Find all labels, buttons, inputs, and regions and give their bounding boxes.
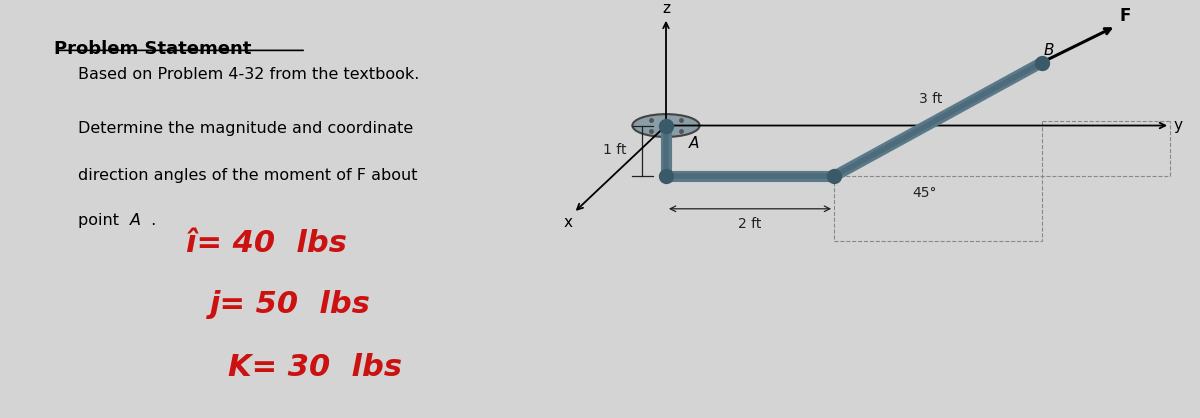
Text: î= 40  lbs: î= 40 lbs [186,229,347,258]
Text: F: F [1120,7,1130,25]
Text: K= 30  lbs: K= 30 lbs [228,353,402,382]
Text: A: A [130,213,140,228]
Text: .: . [146,213,157,228]
Text: A: A [689,136,700,150]
Text: point: point [78,213,124,228]
Text: y: y [1174,118,1183,133]
Text: direction angles of the moment of F about: direction angles of the moment of F abou… [78,168,418,183]
Text: z: z [662,1,670,16]
Circle shape [632,114,700,137]
Text: Determine the magnitude and coordinate: Determine the magnitude and coordinate [78,122,413,136]
Text: j= 50  lbs: j= 50 lbs [210,290,371,319]
Text: Problem Statement: Problem Statement [54,40,251,58]
Text: Based on Problem 4-32 from the textbook.: Based on Problem 4-32 from the textbook. [78,66,419,82]
Text: 45°: 45° [912,186,936,201]
Text: 1 ft: 1 ft [602,143,626,157]
Text: x: x [563,215,572,230]
Text: 2 ft: 2 ft [738,217,762,231]
Text: 3 ft: 3 ft [919,92,942,106]
Text: B: B [1044,43,1055,59]
